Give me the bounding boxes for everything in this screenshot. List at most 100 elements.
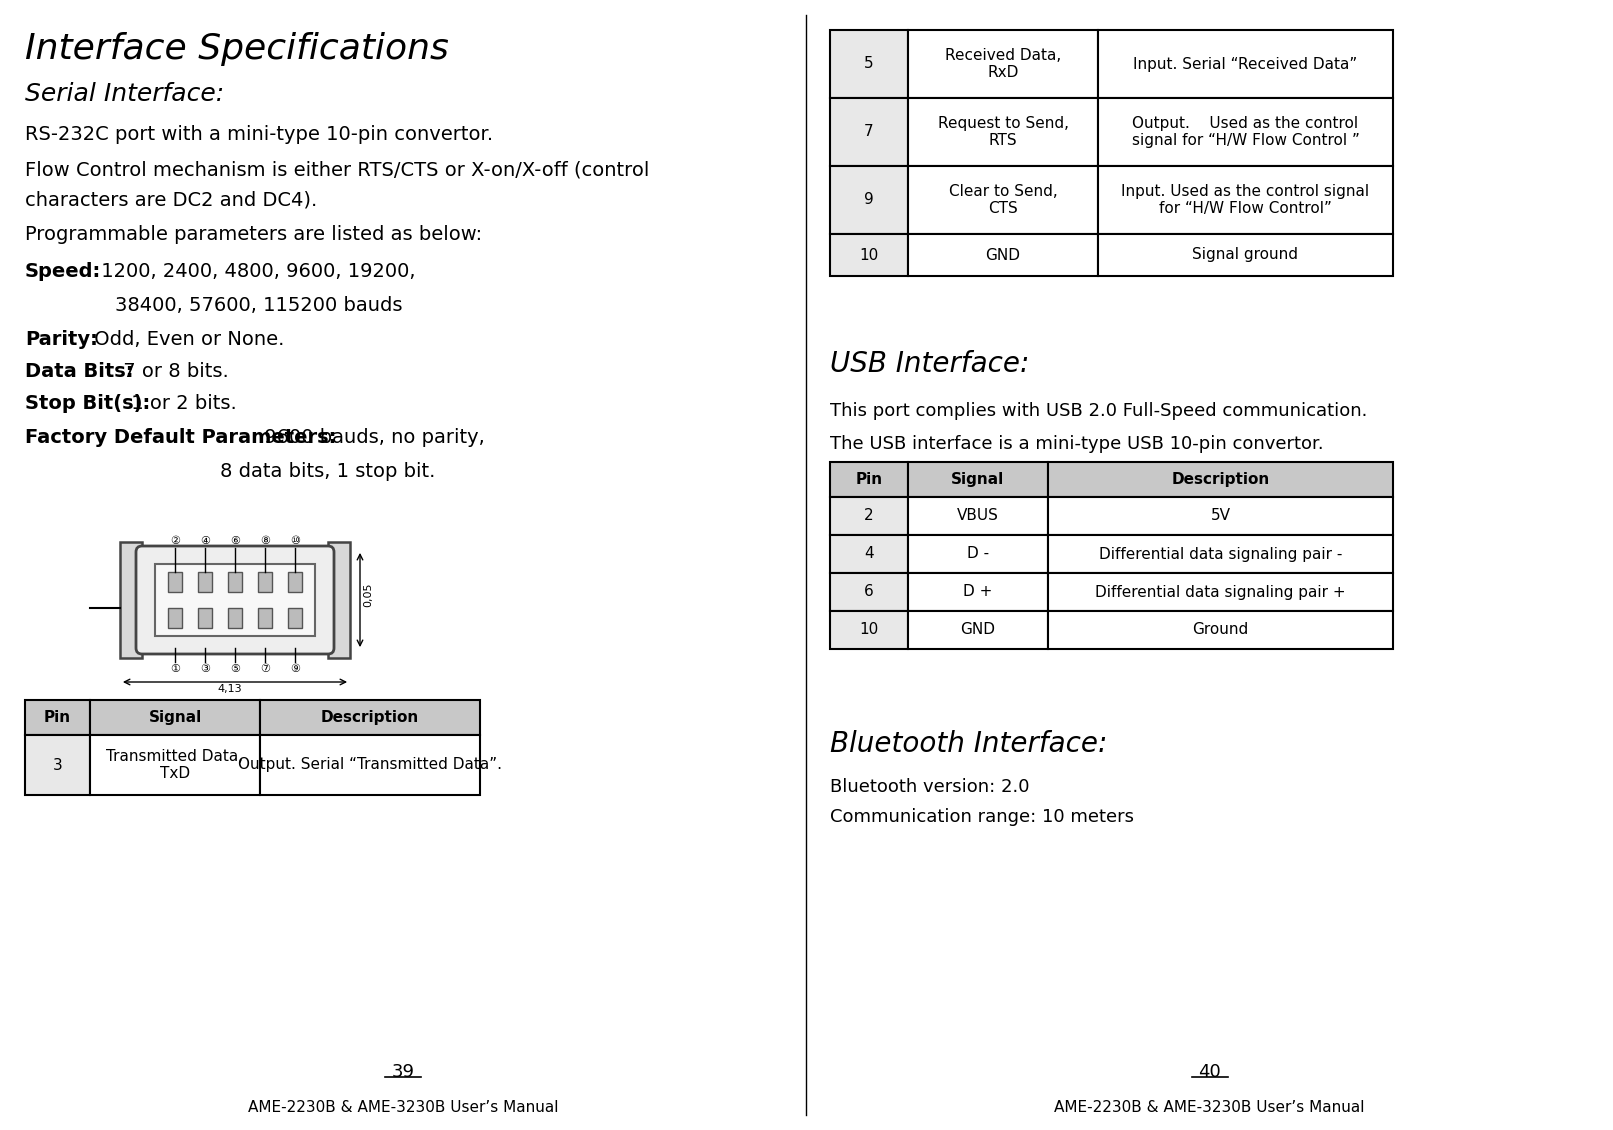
Bar <box>227 608 242 628</box>
Text: Transmitted Data,
TxD: Transmitted Data, TxD <box>106 749 244 781</box>
Text: ⑨: ⑨ <box>290 664 300 673</box>
Text: This port complies with USB 2.0 Full-Speed communication.: This port complies with USB 2.0 Full-Spe… <box>831 402 1368 420</box>
Text: 40: 40 <box>1198 1063 1221 1081</box>
Text: Input. Used as the control signal
for “H/W Flow Control”: Input. Used as the control signal for “H… <box>1121 184 1369 216</box>
Text: Serial Interface:: Serial Interface: <box>24 82 224 106</box>
Text: 2: 2 <box>865 508 874 523</box>
Text: Output. Serial “Transmitted Data”.: Output. Serial “Transmitted Data”. <box>239 757 502 773</box>
Bar <box>168 572 182 592</box>
Bar <box>1048 534 1394 573</box>
Bar <box>831 98 908 166</box>
Bar <box>260 699 481 734</box>
Text: 10: 10 <box>860 247 879 262</box>
Bar <box>1098 31 1394 98</box>
Bar <box>24 699 90 734</box>
Text: D +: D + <box>963 584 992 600</box>
Bar <box>831 234 908 276</box>
Bar <box>227 572 242 592</box>
Text: characters are DC2 and DC4).: characters are DC2 and DC4). <box>24 190 318 209</box>
Bar <box>831 497 908 534</box>
Bar <box>908 534 1048 573</box>
Bar <box>1098 234 1394 276</box>
Text: 8 data bits, 1 stop bit.: 8 data bits, 1 stop bit. <box>219 462 436 481</box>
Text: ⑧: ⑧ <box>260 536 269 546</box>
Text: Clear to Send,
CTS: Clear to Send, CTS <box>948 184 1058 216</box>
Text: Parity:: Parity: <box>24 330 98 349</box>
Text: Communication range: 10 meters: Communication range: 10 meters <box>831 808 1134 826</box>
Text: Signal ground: Signal ground <box>1192 247 1298 262</box>
Text: Programmable parameters are listed as below:: Programmable parameters are listed as be… <box>24 225 482 244</box>
Text: Odd, Even or None.: Odd, Even or None. <box>89 330 284 349</box>
Text: AME-2230B & AME-3230B User’s Manual: AME-2230B & AME-3230B User’s Manual <box>1055 1101 1365 1115</box>
Bar <box>258 572 273 592</box>
Text: 7 or 8 bits.: 7 or 8 bits. <box>118 362 229 381</box>
Text: 0,05: 0,05 <box>363 583 373 607</box>
Bar <box>1048 497 1394 534</box>
Text: ⑦: ⑦ <box>260 664 269 673</box>
Text: 38400, 57600, 115200 bauds: 38400, 57600, 115200 bauds <box>115 296 403 315</box>
Bar <box>908 98 1098 166</box>
Bar <box>289 608 302 628</box>
Bar <box>908 573 1048 611</box>
Text: ⑥: ⑥ <box>231 536 240 546</box>
Text: Pin: Pin <box>855 472 882 487</box>
Text: 3: 3 <box>53 757 63 773</box>
Bar <box>908 166 1098 234</box>
Text: Description: Description <box>1171 472 1269 487</box>
Text: ③: ③ <box>200 664 210 673</box>
Bar <box>908 234 1098 276</box>
Text: Stop Bit(s):: Stop Bit(s): <box>24 394 150 412</box>
Text: 39: 39 <box>392 1063 415 1081</box>
Bar <box>198 608 211 628</box>
Bar <box>908 497 1048 534</box>
Text: Signal: Signal <box>148 710 202 725</box>
Text: 9: 9 <box>865 192 874 208</box>
Text: Request to Send,
RTS: Request to Send, RTS <box>937 115 1068 148</box>
Text: USB Interface:: USB Interface: <box>831 350 1029 379</box>
Bar <box>90 734 260 796</box>
Text: Received Data,
RxD: Received Data, RxD <box>945 47 1061 80</box>
Text: Bluetooth Interface:: Bluetooth Interface: <box>831 730 1108 758</box>
Bar <box>908 31 1098 98</box>
Bar <box>831 462 908 497</box>
Bar <box>908 462 1048 497</box>
Text: Pin: Pin <box>44 710 71 725</box>
Text: ⑩: ⑩ <box>290 536 300 546</box>
Text: Flow Control mechanism is either RTS/CTS or X-on/X-off (control: Flow Control mechanism is either RTS/CTS… <box>24 160 650 179</box>
Bar <box>1098 166 1394 234</box>
Bar <box>908 611 1048 649</box>
Text: ①: ① <box>169 664 181 673</box>
Text: Bluetooth version: 2.0: Bluetooth version: 2.0 <box>831 777 1029 796</box>
Text: AME-2230B & AME-3230B User’s Manual: AME-2230B & AME-3230B User’s Manual <box>248 1101 558 1115</box>
Text: 9600 bauds, no parity,: 9600 bauds, no parity, <box>258 428 486 447</box>
Text: ④: ④ <box>200 536 210 546</box>
Text: 7: 7 <box>865 124 874 139</box>
Bar <box>289 572 302 592</box>
Text: D -: D - <box>966 547 989 562</box>
Bar <box>258 608 273 628</box>
Text: 5V: 5V <box>1210 508 1231 523</box>
Text: ⑤: ⑤ <box>231 664 240 673</box>
Text: 10: 10 <box>860 623 879 637</box>
Text: Ground: Ground <box>1192 623 1248 637</box>
Bar <box>1048 611 1394 649</box>
Text: 1200, 2400, 4800, 9600, 19200,: 1200, 2400, 4800, 9600, 19200, <box>95 262 416 281</box>
Text: RS-232C port with a mini-type 10-pin convertor.: RS-232C port with a mini-type 10-pin con… <box>24 125 494 144</box>
Text: 6: 6 <box>865 584 874 600</box>
Text: VBUS: VBUS <box>957 508 998 523</box>
Text: 4: 4 <box>865 547 874 562</box>
Text: Differential data signaling pair -: Differential data signaling pair - <box>1098 547 1342 562</box>
Text: Interface Specifications: Interface Specifications <box>24 32 448 66</box>
Text: Speed:: Speed: <box>24 262 102 281</box>
Text: 4,13: 4,13 <box>218 684 242 694</box>
Bar <box>1098 98 1394 166</box>
FancyBboxPatch shape <box>135 546 334 654</box>
Bar <box>1048 462 1394 497</box>
Bar <box>168 608 182 628</box>
Bar <box>90 699 260 734</box>
Text: 5: 5 <box>865 56 874 71</box>
Text: Differential data signaling pair +: Differential data signaling pair + <box>1095 584 1345 600</box>
Bar <box>831 611 908 649</box>
Bar <box>260 734 481 796</box>
Text: Description: Description <box>321 710 419 725</box>
